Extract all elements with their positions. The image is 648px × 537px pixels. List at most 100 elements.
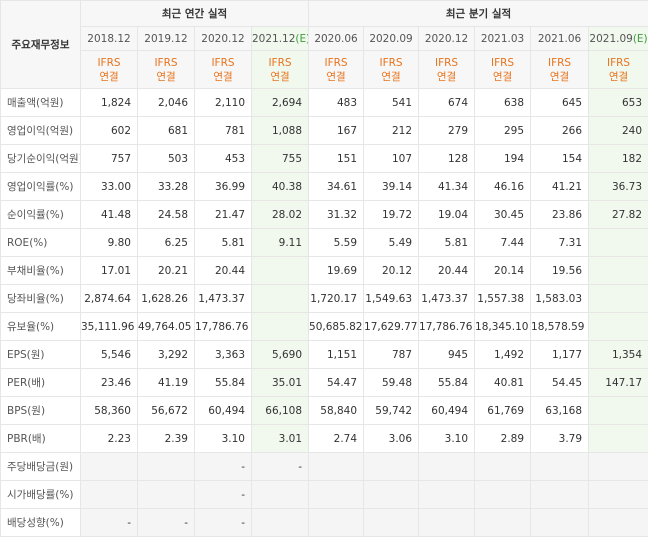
value-cell: 20.44	[194, 256, 252, 285]
value-cell: -	[194, 452, 252, 481]
value-cell	[530, 452, 590, 481]
period-header: 2020.06	[308, 26, 365, 51]
value-cell: 5,546	[80, 340, 138, 369]
value-cell	[308, 508, 365, 537]
value-cell: 21.47	[194, 200, 252, 229]
standard-header: IFRS 연결	[588, 50, 648, 89]
scope: 연결	[156, 70, 176, 83]
value-cell	[250, 284, 310, 313]
row-label: 시가배당률(%)	[0, 480, 81, 509]
value-cell: 58,840	[308, 396, 365, 425]
value-cell: 33.28	[137, 172, 195, 201]
scope: 연결	[436, 70, 457, 83]
data-row: PBR(배) 2.23 2.39 3.10 3.01 2.74 3.06 3.10 2.89 3.…	[0, 424, 648, 453]
value-cell: 7.31	[530, 228, 590, 257]
value-cell: 35.01	[250, 368, 310, 397]
period: 2019.12	[144, 32, 188, 45]
data-row: 시가배당률(%) -	[0, 480, 648, 509]
value-cell: 5,690	[250, 340, 310, 369]
value-cell: -	[194, 480, 252, 509]
value-cell: 23.46	[80, 368, 138, 397]
value-cell	[588, 256, 648, 285]
data-row: ROE(%) 9.80 6.25 5.81 9.11 5.59 5.49 5.81 7.44 7.…	[0, 228, 648, 257]
value-cell: 638	[474, 88, 532, 117]
period: 2021.03	[480, 32, 525, 45]
value-cell: 24.58	[137, 200, 195, 229]
value-cell: 41.19	[137, 368, 195, 397]
period: 2021.12	[252, 32, 296, 45]
value-cell: 240	[588, 116, 648, 145]
value-cell: 6.25	[137, 228, 195, 257]
value-cell: 36.73	[588, 172, 648, 201]
value-cell: 1,473.37	[194, 284, 252, 313]
value-cell: 151	[308, 144, 365, 173]
data-row: PER(배) 23.46 41.19 55.84 35.01 54.47 59.48 55.8…	[0, 368, 648, 397]
data-row: 부채비율(%) 17.01 20.21 20.44 19.69 20.12 20.44 20.…	[0, 256, 648, 285]
value-cell: 20.44	[418, 256, 476, 285]
value-cell: 653	[588, 88, 648, 117]
value-cell: 36.99	[194, 172, 252, 201]
period-header: 2020.12	[418, 26, 476, 51]
standard: IFRS	[606, 56, 631, 69]
value-cell	[588, 424, 648, 453]
value-cell: 757	[80, 144, 138, 173]
standard-header: IFRS 연결	[80, 50, 138, 89]
group-header: 최근 연간 실적	[79, 0, 310, 27]
value-cell: 61,769	[474, 396, 532, 425]
row-label: 영업이익률(%)	[0, 172, 81, 201]
value-cell: 54.47	[308, 368, 365, 397]
value-cell: -	[137, 508, 195, 537]
value-cell: 3,292	[137, 340, 195, 369]
value-cell: 1,824	[80, 88, 138, 117]
value-cell: 59.48	[363, 368, 420, 397]
value-cell	[250, 312, 310, 341]
value-cell: 1,583.03	[530, 284, 590, 313]
value-cell: 1,151	[308, 340, 365, 369]
value-cell	[250, 508, 310, 537]
value-cell	[250, 480, 310, 509]
value-cell: 60,494	[418, 396, 476, 425]
scope: 연결	[270, 70, 290, 83]
value-cell: -	[194, 508, 252, 537]
value-cell: 31.32	[308, 200, 365, 229]
standard: IFRS	[547, 56, 572, 69]
value-cell: 28.02	[250, 200, 310, 229]
value-cell: 107	[363, 144, 420, 173]
value-cell	[363, 508, 420, 537]
value-cell: 3,363	[194, 340, 252, 369]
value-cell: 645	[530, 88, 590, 117]
value-cell: 41.21	[530, 172, 590, 201]
value-cell: 19.04	[418, 200, 476, 229]
data-row: EPS(원) 5,546 3,292 3,363 5,690 1,151 787 945 1,4…	[0, 340, 648, 369]
value-cell: 9.11	[250, 228, 310, 257]
value-cell: 66,108	[250, 396, 310, 425]
period-header: 2021.06	[530, 26, 590, 51]
period-header: 2021.09(E)	[588, 26, 648, 51]
period-header: 2019.12	[137, 26, 195, 51]
value-cell: 3.06	[363, 424, 420, 453]
header-row: 2018.122019.122020.122021.12(E)2020.0620…	[1, 26, 648, 51]
standard-header: IFRS 연결	[418, 50, 476, 89]
period-header: 2021.12(E)	[250, 26, 310, 51]
scope: 연결	[326, 70, 346, 83]
value-cell: 41.34	[418, 172, 476, 201]
value-cell	[588, 228, 648, 257]
row-label: 매출액(억원)	[0, 88, 81, 117]
value-cell: 2.89	[474, 424, 532, 453]
row-label: 주당배당금(원)	[0, 452, 81, 481]
row-label: 부채비율(%)	[0, 256, 81, 285]
value-cell	[530, 480, 590, 509]
standard: IFRS	[379, 56, 403, 69]
row-label: PBR(배)	[0, 424, 81, 453]
value-cell: 1,492	[474, 340, 532, 369]
value-cell: 212	[363, 116, 420, 145]
value-cell: 602	[80, 116, 138, 145]
row-label: 당기순이익(억원)	[0, 144, 81, 173]
value-cell: 46.16	[474, 172, 532, 201]
value-cell: 33.00	[80, 172, 138, 201]
value-cell: 2,694	[250, 88, 310, 117]
value-cell: 945	[418, 340, 476, 369]
standard-header: IFRS 연결	[194, 50, 252, 89]
